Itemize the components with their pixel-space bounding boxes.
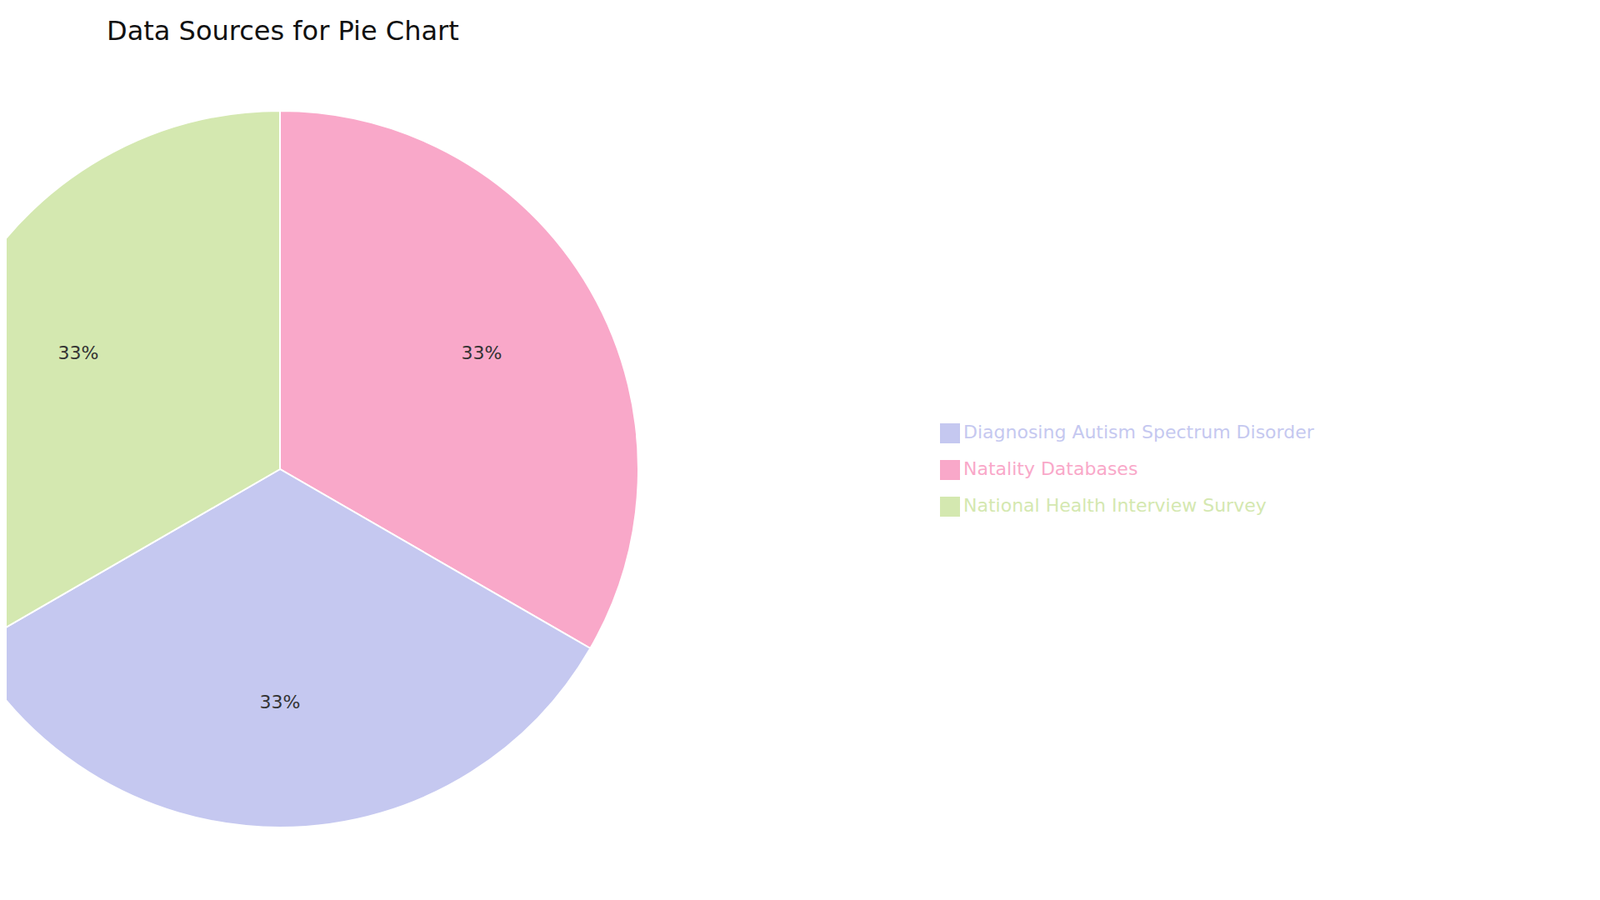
svg-text:33%: 33% (461, 342, 503, 364)
svg-text:33%: 33% (260, 691, 301, 713)
html-text:Natality Databases: Natality Databases (963, 458, 1138, 480)
html-text:Diagnosing Autism Spectrum Dis: Diagnosing Autism Spectrum Disorder (963, 421, 1314, 443)
svg-text:33%: 33% (57, 342, 99, 364)
html-text:Data Sources for Pie Chart: Data Sources for Pie Chart (106, 15, 459, 47)
html-text:National Health Interview Surv: National Health Interview Survey (963, 495, 1267, 516)
